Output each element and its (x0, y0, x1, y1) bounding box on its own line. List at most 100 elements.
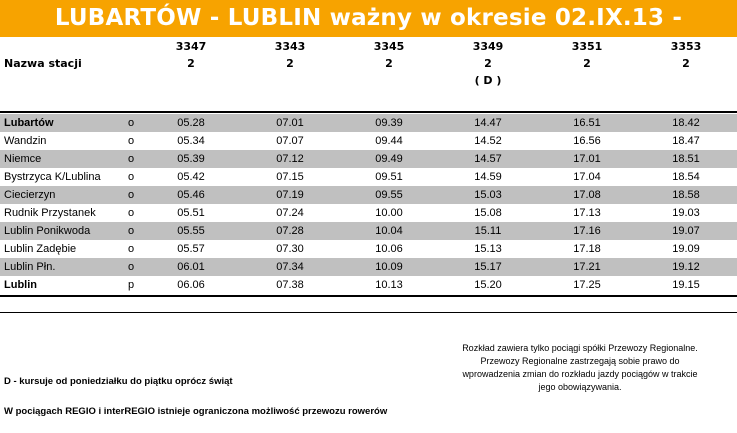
arrival-departure-marker: o (128, 243, 135, 255)
time-cell: 17.21 (573, 261, 601, 273)
time-cell: 19.12 (672, 261, 700, 273)
time-cell: 05.34 (177, 135, 205, 147)
arrival-departure-marker: o (128, 189, 135, 201)
train-number: 3347 (175, 40, 207, 53)
time-cell: 10.00 (375, 207, 403, 219)
legend-d: D - kursuje od poniedziałku do piątku op… (4, 376, 233, 387)
header-divider (0, 111, 737, 113)
table-divider-upper (0, 295, 737, 297)
time-cell: 19.09 (672, 243, 700, 255)
station-name: Ciecierzyn (4, 189, 56, 201)
train-class: 2 (385, 57, 393, 70)
arrival-departure-marker: o (128, 171, 135, 183)
timetable-title: LUBARTÓW - LUBLIN ważny w okresie 02.IX.… (0, 0, 737, 68)
arrival-departure-marker: o (128, 135, 135, 147)
station-name: Lubartów (4, 117, 54, 129)
station-name: Niemce (4, 153, 42, 165)
train-number: 3343 (274, 40, 306, 53)
time-cell: 16.51 (573, 117, 601, 129)
time-cell: 07.30 (276, 243, 304, 255)
table-row: Lublin Płn. o 06.01 07.34 10.09 15.17 17.21 19.… (0, 258, 737, 276)
station-name: Lublin Ponikwoda (4, 225, 91, 237)
time-cell: 17.08 (573, 189, 601, 201)
time-cell: 10.13 (375, 279, 403, 291)
train-number: 3349 (472, 40, 504, 53)
table-row: Ciecierzyn o 05.46 07.19 09.55 15.03 17.08 18.5… (0, 186, 737, 204)
time-cell: 05.57 (177, 243, 205, 255)
time-cell: 09.51 (375, 171, 403, 183)
time-cell: 17.25 (573, 279, 601, 291)
table-row: Lublin Ponikwoda o 05.55 07.28 10.04 15.11 17.… (0, 222, 737, 240)
time-cell: 05.28 (177, 117, 205, 129)
time-cell: 18.54 (672, 171, 700, 183)
disclaimer-line: jego obowiązywania. (538, 382, 622, 392)
arrival-departure-marker: p (128, 279, 135, 291)
table-divider-lower (0, 312, 737, 313)
time-cell: 15.17 (474, 261, 502, 273)
time-cell: 17.13 (573, 207, 601, 219)
station-name: Lublin Zadębie (4, 243, 77, 255)
arrival-departure-marker: o (128, 261, 135, 273)
time-cell: 17.04 (573, 171, 601, 183)
time-cell: 06.01 (177, 261, 205, 273)
time-cell: 18.51 (672, 153, 700, 165)
table-row: Lublin Zadębie o 05.57 07.30 10.06 15.13 17.18… (0, 240, 737, 258)
train-note: ( D ) (474, 74, 502, 87)
time-cell: 14.47 (474, 117, 502, 129)
time-cell: 10.06 (375, 243, 403, 255)
time-cell: 19.03 (672, 207, 700, 219)
disclaimer-line: Przewozy Regionalne zastrzegają sobie pr… (480, 356, 680, 366)
time-cell: 07.01 (276, 117, 304, 129)
train-number: 3345 (373, 40, 405, 53)
time-cell: 07.24 (276, 207, 304, 219)
time-cell: 07.12 (276, 153, 304, 165)
arrival-departure-marker: o (128, 225, 135, 237)
station-column-header: Nazwa stacji (4, 57, 82, 70)
station-name: Wandzin (4, 135, 47, 147)
station-name: Lublin Płn. (4, 261, 56, 273)
arrival-departure-marker: o (128, 117, 135, 129)
time-cell: 15.08 (474, 207, 502, 219)
disclaimer-line: Rozkład zawiera tylko pociągi spółki Prz… (462, 343, 698, 353)
time-cell: 05.42 (177, 171, 205, 183)
time-cell: 14.59 (474, 171, 502, 183)
time-cell: 07.19 (276, 189, 304, 201)
time-cell: 14.57 (474, 153, 502, 165)
time-cell: 07.34 (276, 261, 304, 273)
time-cell: 09.55 (375, 189, 403, 201)
time-cell: 17.01 (573, 153, 601, 165)
time-cell: 15.13 (474, 243, 502, 255)
time-cell: 18.42 (672, 117, 700, 129)
table-row: Lublin p 06.06 07.38 10.13 15.20 17.25 19.15 (0, 276, 737, 294)
time-cell: 09.39 (375, 117, 403, 129)
train-class: 2 (286, 57, 294, 70)
time-cell: 15.11 (474, 225, 502, 237)
time-cell: 07.15 (276, 171, 304, 183)
arrival-departure-marker: o (128, 207, 135, 219)
train-class: 2 (682, 57, 690, 70)
disclaimer-line: wprowadzenia zmian do rozkładu jazdy poc… (462, 369, 698, 379)
bikes-note: W pociągach REGIO i interREGIO istnieje … (4, 406, 388, 417)
station-name: Bystrzyca K/Lublina (4, 171, 101, 183)
time-cell: 19.07 (672, 225, 700, 237)
train-number: 3353 (670, 40, 702, 53)
time-cell: 18.58 (672, 189, 700, 201)
station-name: Lublin (4, 279, 37, 291)
station-name: Rudnik Przystanek (4, 207, 96, 219)
train-number: 3351 (571, 40, 603, 53)
time-cell: 07.28 (276, 225, 304, 237)
time-cell: 05.46 (177, 189, 205, 201)
time-cell: 06.06 (177, 279, 205, 291)
time-cell: 14.52 (474, 135, 502, 147)
table-row: Niemce o 05.39 07.12 09.49 14.57 17.01 18.51 (0, 150, 737, 168)
train-class: 2 (484, 57, 492, 70)
train-class: 2 (187, 57, 195, 70)
time-cell: 19.15 (672, 279, 700, 291)
time-cell: 17.18 (573, 243, 601, 255)
time-cell: 07.07 (276, 135, 304, 147)
disclaimer-note: Rozkład zawiera tylko pociągi spółki Prz… (430, 342, 730, 394)
time-cell: 05.55 (177, 225, 205, 237)
table-row: Rudnik Przystanek o 05.51 07.24 10.00 15.08 17… (0, 204, 737, 222)
time-cell: 18.47 (672, 135, 700, 147)
time-cell: 05.51 (177, 207, 205, 219)
